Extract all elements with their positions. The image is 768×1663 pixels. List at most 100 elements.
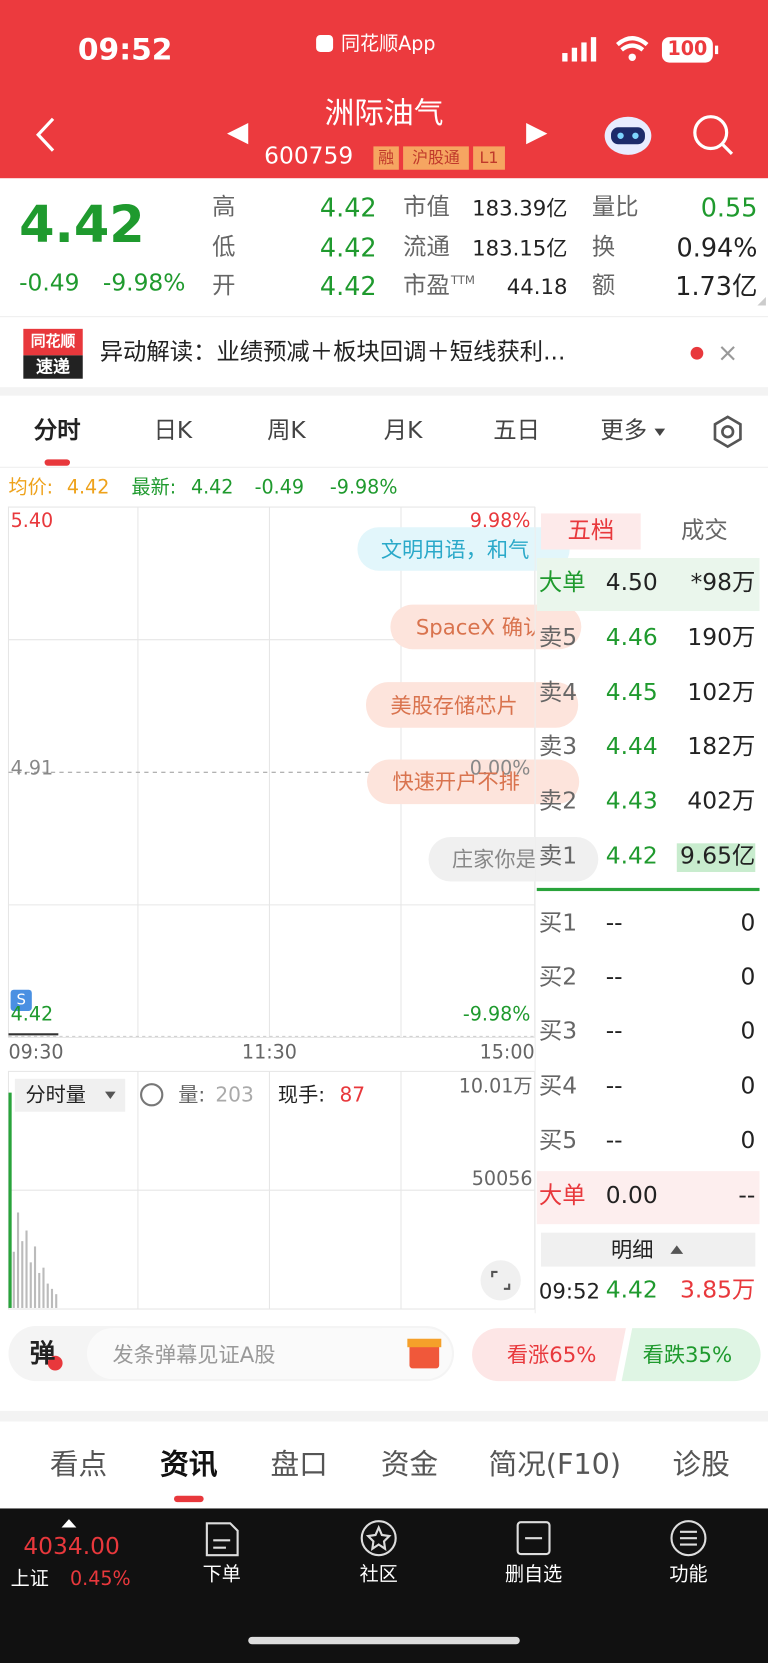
stat-label: 额 — [591, 272, 616, 300]
book-label: 买1 — [538, 910, 578, 937]
hand-value: 87 — [339, 1083, 366, 1107]
section-tab[interactable]: 看点 — [49, 1448, 108, 1482]
stat-value: 4.42 — [319, 271, 377, 302]
tag: 沪股通 — [412, 147, 460, 168]
book-price: 4.46 — [605, 624, 658, 652]
stat-label: 市盈 — [403, 272, 450, 300]
book-vol: 190万 — [687, 624, 756, 652]
bear[interactable]: 看跌35% — [642, 1341, 733, 1368]
book-vol: 0 — [740, 1018, 756, 1045]
nav-item[interactable]: 社区 — [359, 1563, 398, 1586]
nav-item[interactable]: 删自选 — [504, 1563, 563, 1586]
vol-scale: 50056 — [471, 1167, 533, 1191]
danmaku: 文明用语，和气 — [380, 538, 530, 561]
section-tab[interactable]: 简况(F10) — [488, 1448, 622, 1482]
stock-name: 洲际油气 — [324, 95, 444, 131]
book-vol: 0 — [740, 1127, 756, 1155]
last-pct: -9.98% — [329, 476, 398, 499]
vol-scale: 10.01万 — [458, 1075, 533, 1098]
stat-value: 0.55 — [700, 193, 758, 223]
book-price: -- — [605, 1073, 623, 1101]
book-label: 买5 — [538, 1127, 578, 1155]
stat-label: 量比 — [591, 194, 639, 221]
book-price: -- — [605, 964, 623, 991]
pct-label: 0.00% — [469, 757, 531, 780]
stat-label: 开 — [212, 272, 236, 300]
section-tab[interactable]: 资讯 — [160, 1448, 218, 1482]
stat-label: 低 — [212, 234, 236, 261]
marker: S — [16, 991, 26, 1009]
nav-item[interactable]: 下单 — [202, 1563, 241, 1586]
stat-value: 44.18 — [506, 273, 568, 300]
book-price: -- — [605, 1127, 623, 1155]
book-label: 买3 — [538, 1018, 578, 1045]
stat-value: 4.42 — [319, 193, 377, 223]
y-label: 5.40 — [10, 510, 54, 533]
trade-time: 09:52 — [538, 1278, 601, 1304]
change-pct: -9.98% — [102, 270, 186, 298]
stat-value: 183.39亿 — [472, 195, 568, 221]
danmaku: 美股存储芯片 — [390, 694, 518, 717]
hand-label: 现手: — [277, 1083, 326, 1107]
book-vol: 9.65亿 — [679, 843, 756, 870]
stat-value: 0.94% — [676, 233, 758, 264]
book-vol: 0 — [740, 964, 756, 991]
book-vol: 0 — [740, 910, 756, 937]
caret — [654, 428, 666, 436]
stat-value: 1.73亿 — [675, 271, 758, 302]
book-label: 大单 — [538, 569, 586, 597]
price: 4.42 — [19, 195, 145, 255]
section-tab[interactable]: 诊股 — [672, 1448, 730, 1482]
book-vol: 182万 — [687, 734, 756, 761]
tab[interactable]: 周K — [267, 417, 306, 445]
book-vol: *98万 — [690, 569, 756, 597]
tab[interactable]: 五日 — [493, 417, 540, 445]
book-price: 4.44 — [605, 734, 658, 761]
tab[interactable]: 分时 — [33, 417, 81, 445]
last-value: 4.42 — [190, 476, 234, 499]
danmaku-input[interactable]: 发条弹幕见证A股 — [112, 1341, 276, 1368]
book-vol: 0 — [740, 1073, 756, 1101]
time-label: 09:30 — [8, 1041, 64, 1064]
tab[interactable]: 月K — [383, 417, 423, 445]
section-tab[interactable]: 资金 — [380, 1448, 439, 1482]
stat-value: 183.15亿 — [472, 235, 568, 261]
danmaku: SpaceX 确认 — [415, 616, 535, 638]
book-price: 0.00 — [605, 1182, 658, 1210]
danmaku-icon: 弹 — [29, 1338, 56, 1369]
book-price: 4.42 — [605, 843, 658, 870]
book-tab[interactable]: 五档 — [567, 517, 615, 545]
book-label: 卖2 — [538, 788, 578, 815]
index-value: 4034.00 — [23, 1533, 120, 1561]
detail[interactable]: 明细 — [611, 1236, 654, 1263]
stat-sup: TTM — [450, 273, 475, 287]
trade-vol: 3.85万 — [679, 1277, 756, 1304]
news-text[interactable]: 异动解读：业绩预减＋板块回调＋短线获利... — [99, 339, 566, 366]
app-name: 同花顺App — [340, 32, 436, 56]
avg-value: 4.42 — [66, 476, 110, 499]
tab[interactable]: 日K — [153, 417, 193, 445]
change: -0.49 — [19, 270, 80, 298]
danmaku: 庄家你是 — [451, 848, 535, 870]
book-label: 买2 — [538, 964, 578, 991]
y-label: 4.91 — [10, 757, 54, 780]
tag: L1 — [479, 147, 499, 168]
volume-selector[interactable]: 分时量 — [25, 1083, 86, 1107]
stock-code: 600759 — [264, 143, 354, 170]
stat-label: 高 — [212, 194, 236, 221]
battery: 100 — [667, 38, 708, 61]
book-tab[interactable]: 成交 — [681, 517, 728, 545]
section-tab[interactable]: 盘口 — [270, 1448, 328, 1482]
stat-label: 市值 — [403, 194, 450, 221]
index-name: 上证 — [10, 1567, 49, 1591]
vol-label: 量: — [178, 1083, 206, 1107]
bull[interactable]: 看涨65% — [506, 1341, 597, 1368]
nav-item[interactable]: 功能 — [669, 1563, 708, 1586]
danmaku: 快速开户不排 — [392, 771, 520, 793]
tab[interactable]: 更多 — [600, 417, 648, 445]
book-price: 4.50 — [605, 569, 658, 597]
book-price: 4.43 — [605, 788, 658, 815]
tag: 融 — [378, 147, 395, 168]
book-label: 卖5 — [538, 624, 578, 652]
